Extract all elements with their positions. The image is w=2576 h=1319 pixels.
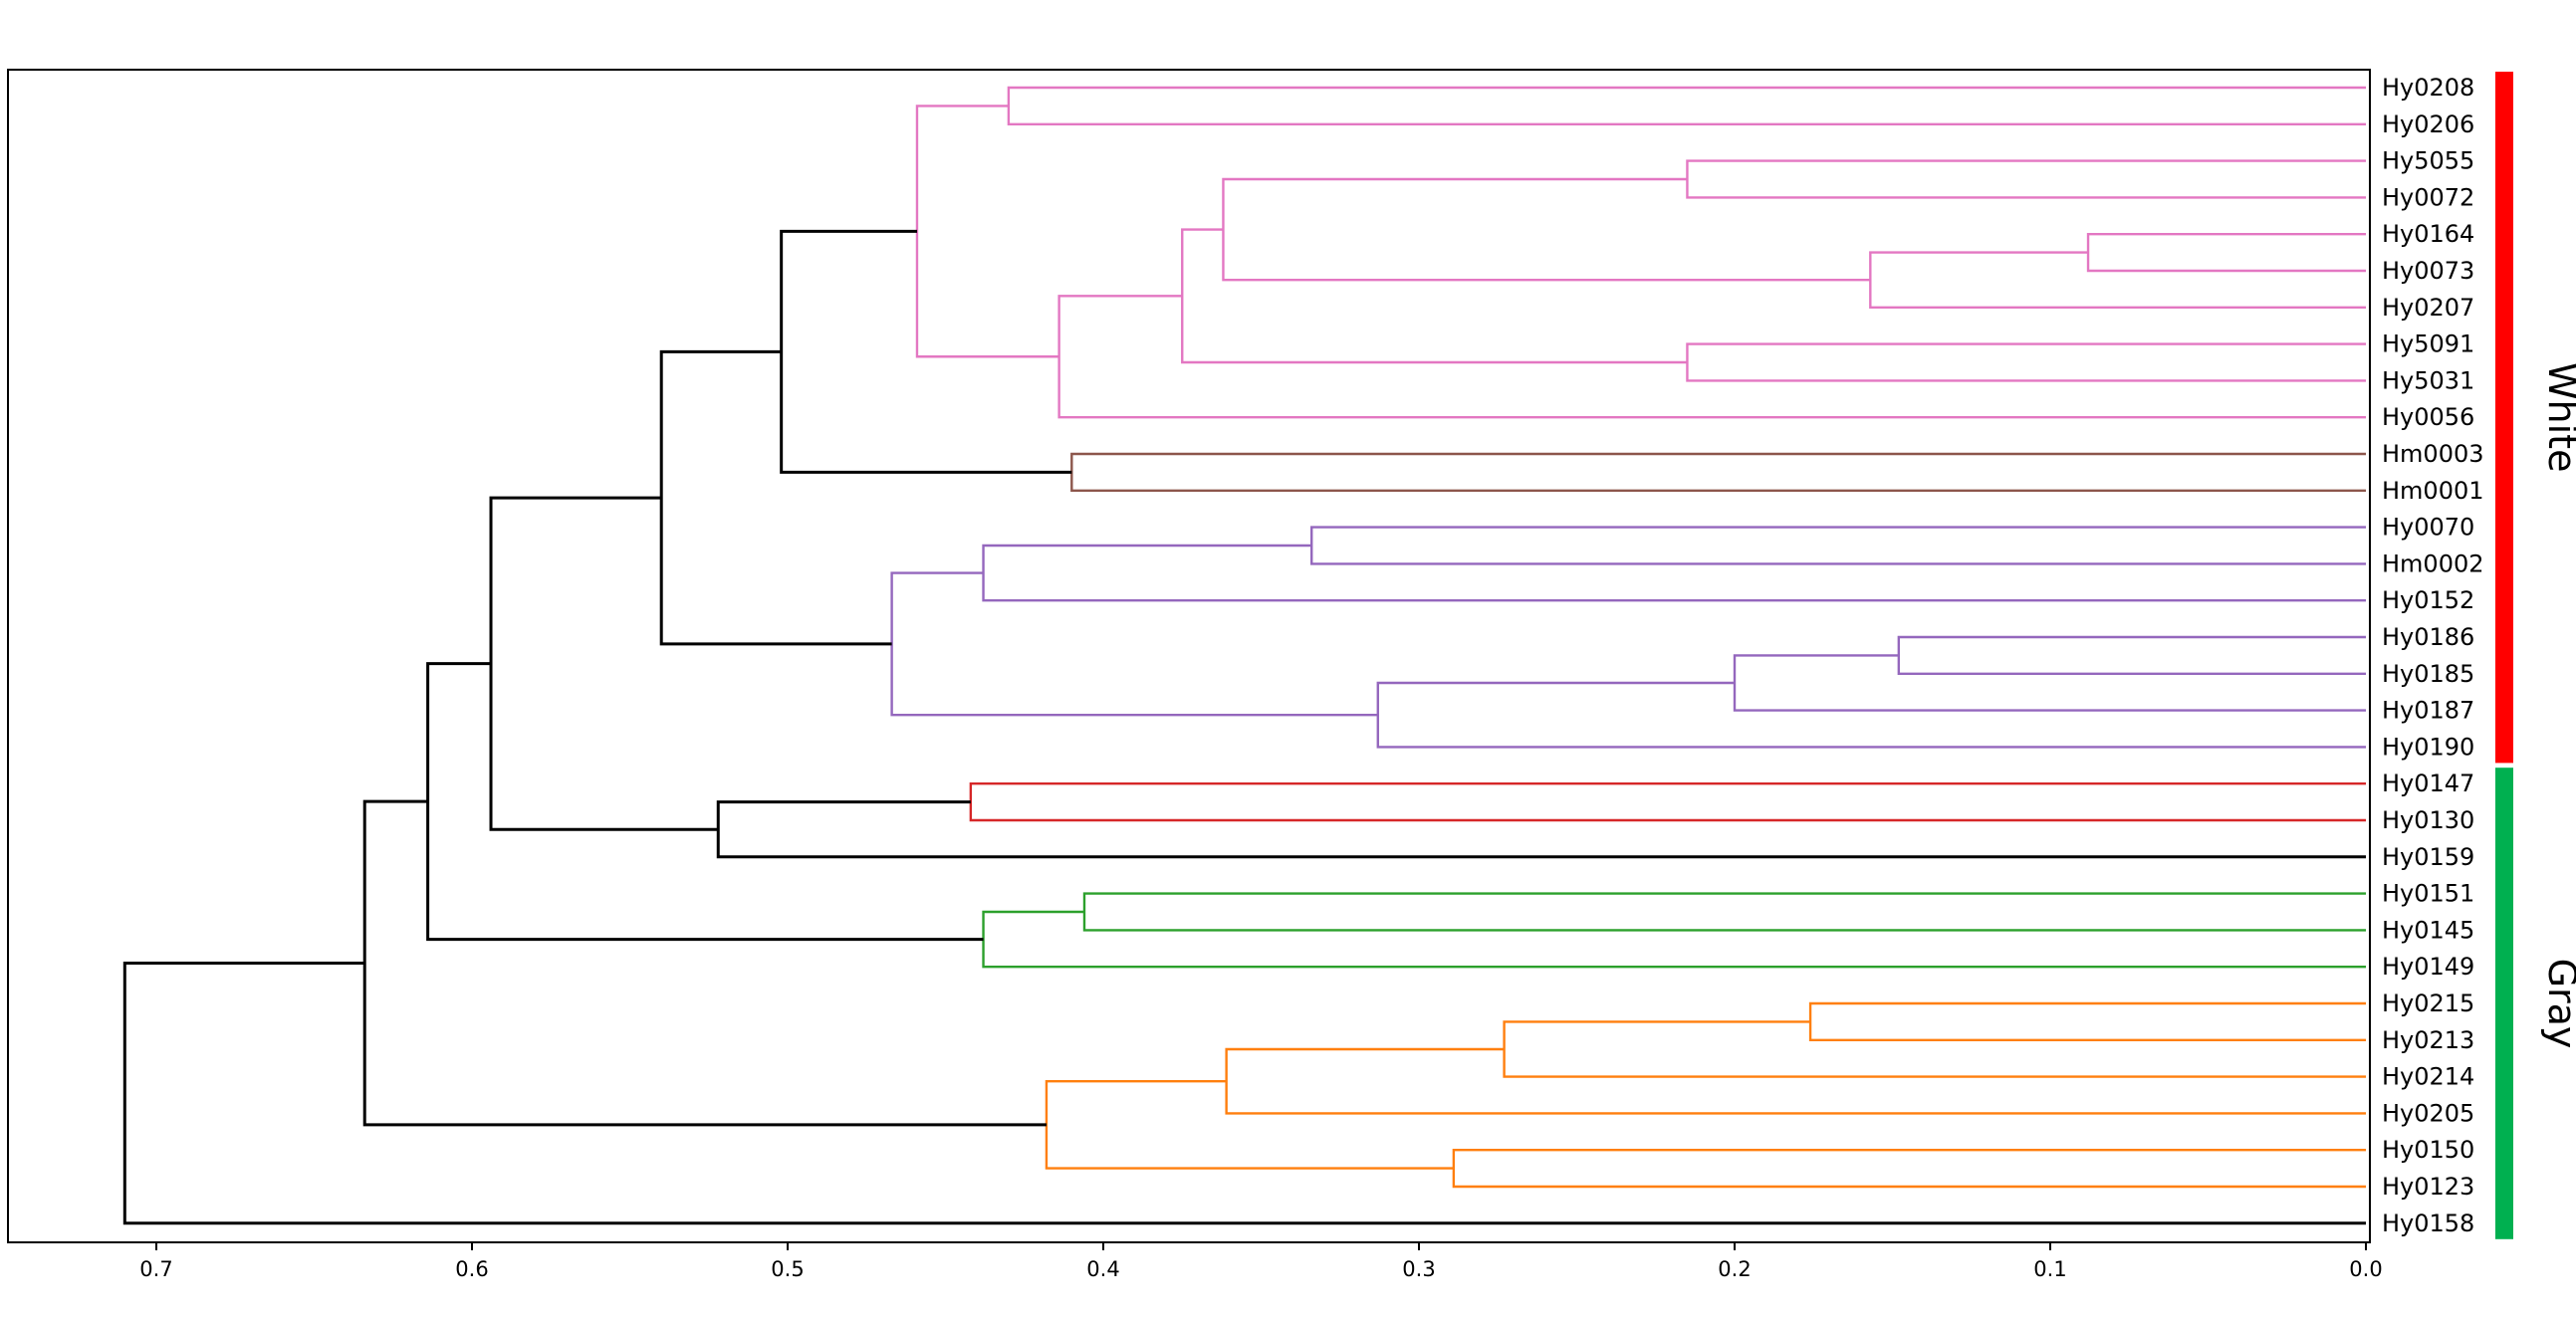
leaf-label: Hy0185 — [2382, 660, 2474, 688]
leaf-label: Hy0164 — [2382, 220, 2474, 248]
x-tick-label: 0.3 — [1402, 1257, 1435, 1281]
leaf-label: Hy0205 — [2382, 1099, 2474, 1127]
x-tick-label: 0.1 — [2033, 1257, 2066, 1281]
leaf-label: Hy0158 — [2382, 1209, 2474, 1237]
dendrogram-link — [362, 799, 1047, 1127]
plot-frame — [7, 69, 2371, 1243]
dendrogram-link — [1310, 526, 2366, 565]
dendrogram-link — [659, 349, 892, 646]
dendrogram-link — [1376, 681, 2366, 749]
x-tick-label: 0.6 — [455, 1257, 488, 1281]
leaf-label: Hy0186 — [2382, 623, 2474, 651]
dendrogram-link — [1082, 892, 2366, 932]
x-tick-label: 0.0 — [2349, 1257, 2382, 1281]
dendrogram-link — [1452, 1149, 2366, 1189]
x-tick-label: 0.4 — [1086, 1257, 1119, 1281]
dendrogram-link — [1222, 177, 1871, 282]
leaf-label: Hy5091 — [2382, 330, 2474, 358]
leaf-label: Hy0070 — [2382, 514, 2474, 542]
dendrogram-link — [716, 800, 2366, 859]
leaf-label: Hy0190 — [2382, 733, 2474, 761]
leaf-label: Hy0149 — [2382, 953, 2474, 981]
dendrogram-link — [1686, 159, 2366, 199]
dendrogram-link — [2086, 233, 2366, 273]
group-label: White — [2540, 362, 2576, 473]
dendrogram-link — [915, 105, 1059, 358]
leaf-label: Hy0207 — [2382, 294, 2474, 322]
dendrogram-link — [780, 229, 1072, 474]
leaf-label: Hy0145 — [2382, 916, 2474, 944]
leaf-label: Hy0187 — [2382, 697, 2474, 725]
dendrogram-link — [890, 571, 1378, 717]
leaf-label: Hy0073 — [2382, 257, 2474, 285]
dendrogram-link — [122, 962, 2366, 1225]
x-tick-label: 0.2 — [1718, 1257, 1751, 1281]
dendrogram-link — [1808, 1001, 2366, 1041]
dendrogram-link — [1045, 1080, 1454, 1170]
dendrogram-link — [969, 782, 2366, 822]
dendrogram-link — [1503, 1020, 2366, 1078]
leaf-label: Hy0151 — [2382, 880, 2474, 908]
dendrogram-link — [1869, 251, 2366, 309]
leaf-label: Hy0130 — [2382, 806, 2474, 834]
dendrogram-link — [1733, 654, 2366, 712]
leaf-label: Hy0208 — [2382, 74, 2474, 102]
leaf-label: Hy0123 — [2382, 1173, 2474, 1201]
dendrogram-link — [1181, 228, 1688, 364]
dendrogram-link — [982, 910, 2366, 969]
dendrogram-link — [1007, 86, 2366, 125]
leaf-label: Hy5055 — [2382, 147, 2474, 175]
leaf-label: Hy0206 — [2382, 110, 2474, 138]
leaf-label: Hy0147 — [2382, 769, 2474, 797]
dendrogram-link — [1057, 295, 2366, 419]
leaf-label: Hy0214 — [2382, 1063, 2474, 1091]
dendrogram-link — [1225, 1047, 2366, 1115]
leaf-label: Hy0152 — [2382, 586, 2474, 614]
group-label: Gray — [2540, 959, 2576, 1049]
leaf-label: Hm0001 — [2382, 477, 2484, 505]
leaf-label: Hy0072 — [2382, 183, 2474, 211]
dendrogram-link — [1070, 452, 2366, 492]
group-bar — [2495, 72, 2513, 764]
leaf-label: Hy0159 — [2382, 843, 2474, 871]
dendrogram-link — [982, 544, 2366, 602]
leaf-label: Hy0215 — [2382, 989, 2474, 1017]
x-tick-label: 0.5 — [771, 1257, 804, 1281]
group-bar — [2495, 768, 2513, 1239]
dendrogram-link — [1897, 635, 2366, 675]
leaf-label: Hy5031 — [2382, 366, 2474, 394]
leaf-label: Hy0150 — [2382, 1136, 2474, 1164]
leaf-label: Hm0002 — [2382, 550, 2484, 577]
leaf-label: Hy0213 — [2382, 1026, 2474, 1054]
dendrogram-link — [489, 496, 719, 831]
leaf-label: Hm0003 — [2382, 440, 2484, 468]
dendrogram-link — [1686, 342, 2366, 382]
x-tick-label: 0.7 — [139, 1257, 172, 1281]
leaf-label: Hy0056 — [2382, 403, 2474, 431]
